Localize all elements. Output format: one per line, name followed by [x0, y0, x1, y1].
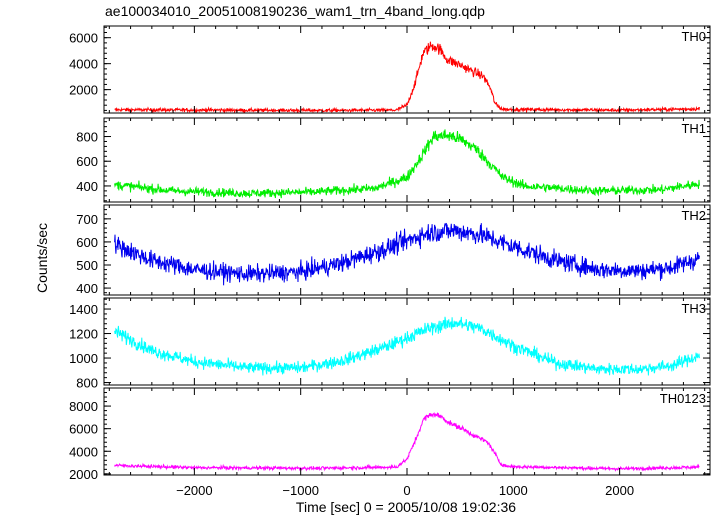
y-tick-label: 400: [76, 179, 98, 194]
panel-label-th0: TH0: [681, 29, 706, 44]
y-tick-label: 400: [76, 281, 98, 296]
y-axis-label: Counts/sec: [34, 223, 50, 293]
series-line-th2: [114, 222, 700, 286]
panel-label-th1: TH1: [681, 121, 706, 136]
x-tick-label: 0: [403, 483, 410, 498]
y-tick-label: 800: [76, 376, 98, 391]
y-tick-label: 2000: [69, 83, 98, 98]
y-tick-label: 1400: [69, 302, 98, 317]
panel-th0123: 2000 4000 6000 8000 TH0123 −2000 −1000 0 1000 200…: [69, 387, 711, 498]
y-tick-label: 600: [76, 154, 98, 169]
panel-th2: 400 500 600 700 TH2: [76, 204, 711, 296]
panel-th0: 2000 4000 6000 TH0: [69, 25, 711, 114]
panel-frame: [103, 25, 711, 114]
y-tick-label: 4000: [69, 57, 98, 72]
y-tick-label: 800: [76, 130, 98, 145]
series-line-th0123: [114, 412, 700, 472]
series-line-th3: [114, 316, 700, 376]
x-tick-label: −2000: [176, 483, 213, 498]
x-tick-label: 1000: [499, 483, 528, 498]
y-tick-label: 6000: [69, 422, 98, 437]
chart-title: ae100034010_20051008190236_wam1_trn_4ban…: [105, 3, 485, 19]
panel-stack: 2000 4000 6000 TH0 400 600 800 TH1 400 500 600 700 T…: [69, 25, 711, 498]
series-line-th0: [114, 41, 700, 114]
x-tick-label: 2000: [605, 483, 634, 498]
panel-frame: [103, 387, 711, 476]
y-tick-label: 500: [76, 258, 98, 273]
y-tick-label: 4000: [69, 444, 98, 459]
panel-th3: 800 1000 1200 1400 TH3: [69, 297, 711, 391]
y-tick-label: 700: [76, 212, 98, 227]
panel-th1: 400 600 800 TH1: [76, 117, 711, 203]
panel-label-th3: TH3: [681, 301, 706, 316]
x-tick-label: −1000: [282, 483, 319, 498]
y-tick-label: 600: [76, 235, 98, 250]
y-tick-label: 8000: [69, 399, 98, 414]
series-line-th1: [114, 129, 700, 199]
panel-frame: [103, 204, 711, 296]
panel-label-th2: TH2: [681, 208, 706, 223]
y-tick-label: 1000: [69, 351, 98, 366]
y-tick-label: 6000: [69, 31, 98, 46]
y-tick-label: 2000: [69, 467, 98, 482]
panel-label-th0123: TH0123: [660, 391, 706, 406]
x-axis-label: Time [sec] 0 = 2005/10/08 19:02:36: [296, 499, 516, 515]
y-tick-label: 1200: [69, 327, 98, 342]
